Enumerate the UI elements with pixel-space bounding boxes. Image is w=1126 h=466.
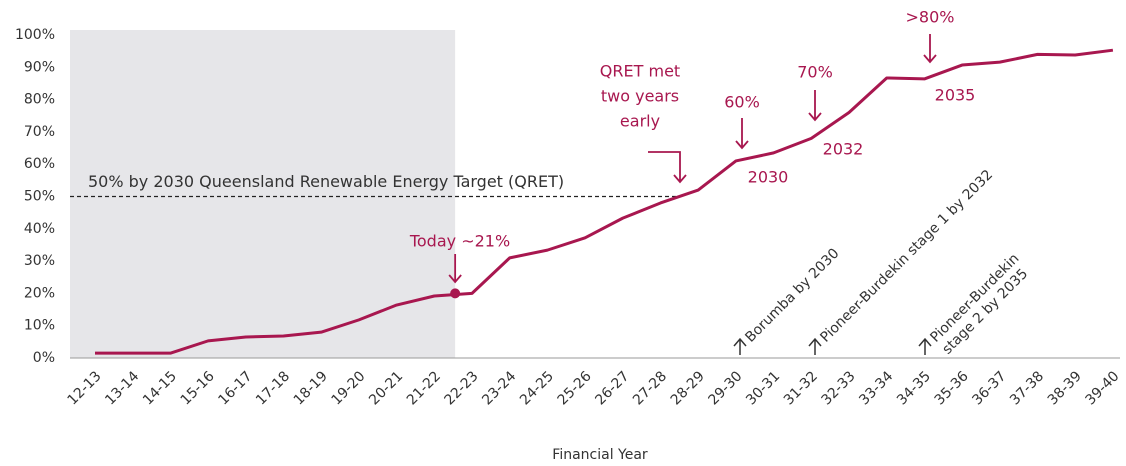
x-tick-label: 33-34 <box>856 368 896 408</box>
y-tick-label: 50% <box>24 189 55 205</box>
milestone-year: 2035 <box>935 86 976 105</box>
x-tick-label: 35-36 <box>932 368 972 408</box>
milestone-label: 70% <box>797 63 833 82</box>
x-tick-label: 21-22 <box>404 368 444 408</box>
y-tick-label: 70% <box>24 124 55 140</box>
y-tick-label: 60% <box>24 156 55 172</box>
x-tick-label: 31-32 <box>781 368 821 408</box>
milestone-label: 60% <box>724 93 760 112</box>
x-tick-label: 24-25 <box>517 368 557 408</box>
milestone-year: 2030 <box>748 168 789 187</box>
x-tick-label: 30-31 <box>743 368 783 408</box>
qret-note: two years <box>601 87 679 106</box>
y-tick-label: 20% <box>24 285 55 301</box>
x-tick-label: 34-35 <box>894 368 934 408</box>
hydro-arrow <box>733 337 747 355</box>
y-tick-label: 10% <box>24 318 55 334</box>
data-line <box>95 48 1114 355</box>
x-tick-label: 28-29 <box>668 368 708 408</box>
x-tick-label: 16-17 <box>215 368 255 408</box>
today-marker <box>450 288 461 299</box>
milestone-year: 2032 <box>823 140 864 159</box>
x-tick-label: 12-13 <box>65 368 105 408</box>
y-tick-label: 30% <box>24 253 55 269</box>
x-tick-label: 14-15 <box>140 368 180 408</box>
x-tick-label: 25-26 <box>555 368 595 408</box>
x-tick-label: 32-33 <box>819 368 859 408</box>
y-tick-label: 100% <box>15 27 55 43</box>
milestone-arrow <box>808 90 822 122</box>
x-tick-label: 19-20 <box>328 368 368 408</box>
reference-label: 50% by 2030 Queensland Renewable Energy … <box>88 172 564 191</box>
x-tick-label: 22-23 <box>442 368 482 408</box>
milestone-arrow <box>923 34 937 64</box>
x-tick-label: 26-27 <box>592 368 632 408</box>
x-tick-label: 13-14 <box>102 368 142 408</box>
qret-note: early <box>620 112 660 131</box>
history-shade <box>70 30 456 358</box>
x-tick-label: 36-37 <box>969 368 1009 408</box>
x-tick-label: 23-24 <box>479 368 519 408</box>
x-tick-label: 17-18 <box>253 368 293 408</box>
x-tick-label: 18-19 <box>291 368 331 408</box>
x-axis-title: Financial Year <box>552 447 648 463</box>
y-tick-label: 80% <box>24 92 55 108</box>
y-tick-label: 40% <box>24 221 55 237</box>
x-tick-label: 20-21 <box>366 368 406 408</box>
x-tick-label: 39-40 <box>1082 368 1122 408</box>
qret-arrow <box>648 151 687 184</box>
x-tick-label: 38-39 <box>1045 368 1085 408</box>
qret-note: QRET met <box>600 62 680 81</box>
y-tick-label: 90% <box>24 59 55 75</box>
x-tick-label: 27-28 <box>630 368 670 408</box>
y-tick-label: 0% <box>33 350 55 366</box>
x-tick-label: 37-38 <box>1007 368 1047 408</box>
milestone-label: >80% <box>906 8 955 27</box>
milestone-arrow <box>735 118 749 150</box>
hydro-arrow <box>918 337 932 355</box>
hydro-arrow <box>808 337 822 355</box>
x-tick-label: 29-30 <box>705 368 745 408</box>
today-label: Today ~21% <box>409 232 510 251</box>
today-arrow <box>448 254 462 284</box>
x-tick-label: 15-16 <box>178 368 218 408</box>
